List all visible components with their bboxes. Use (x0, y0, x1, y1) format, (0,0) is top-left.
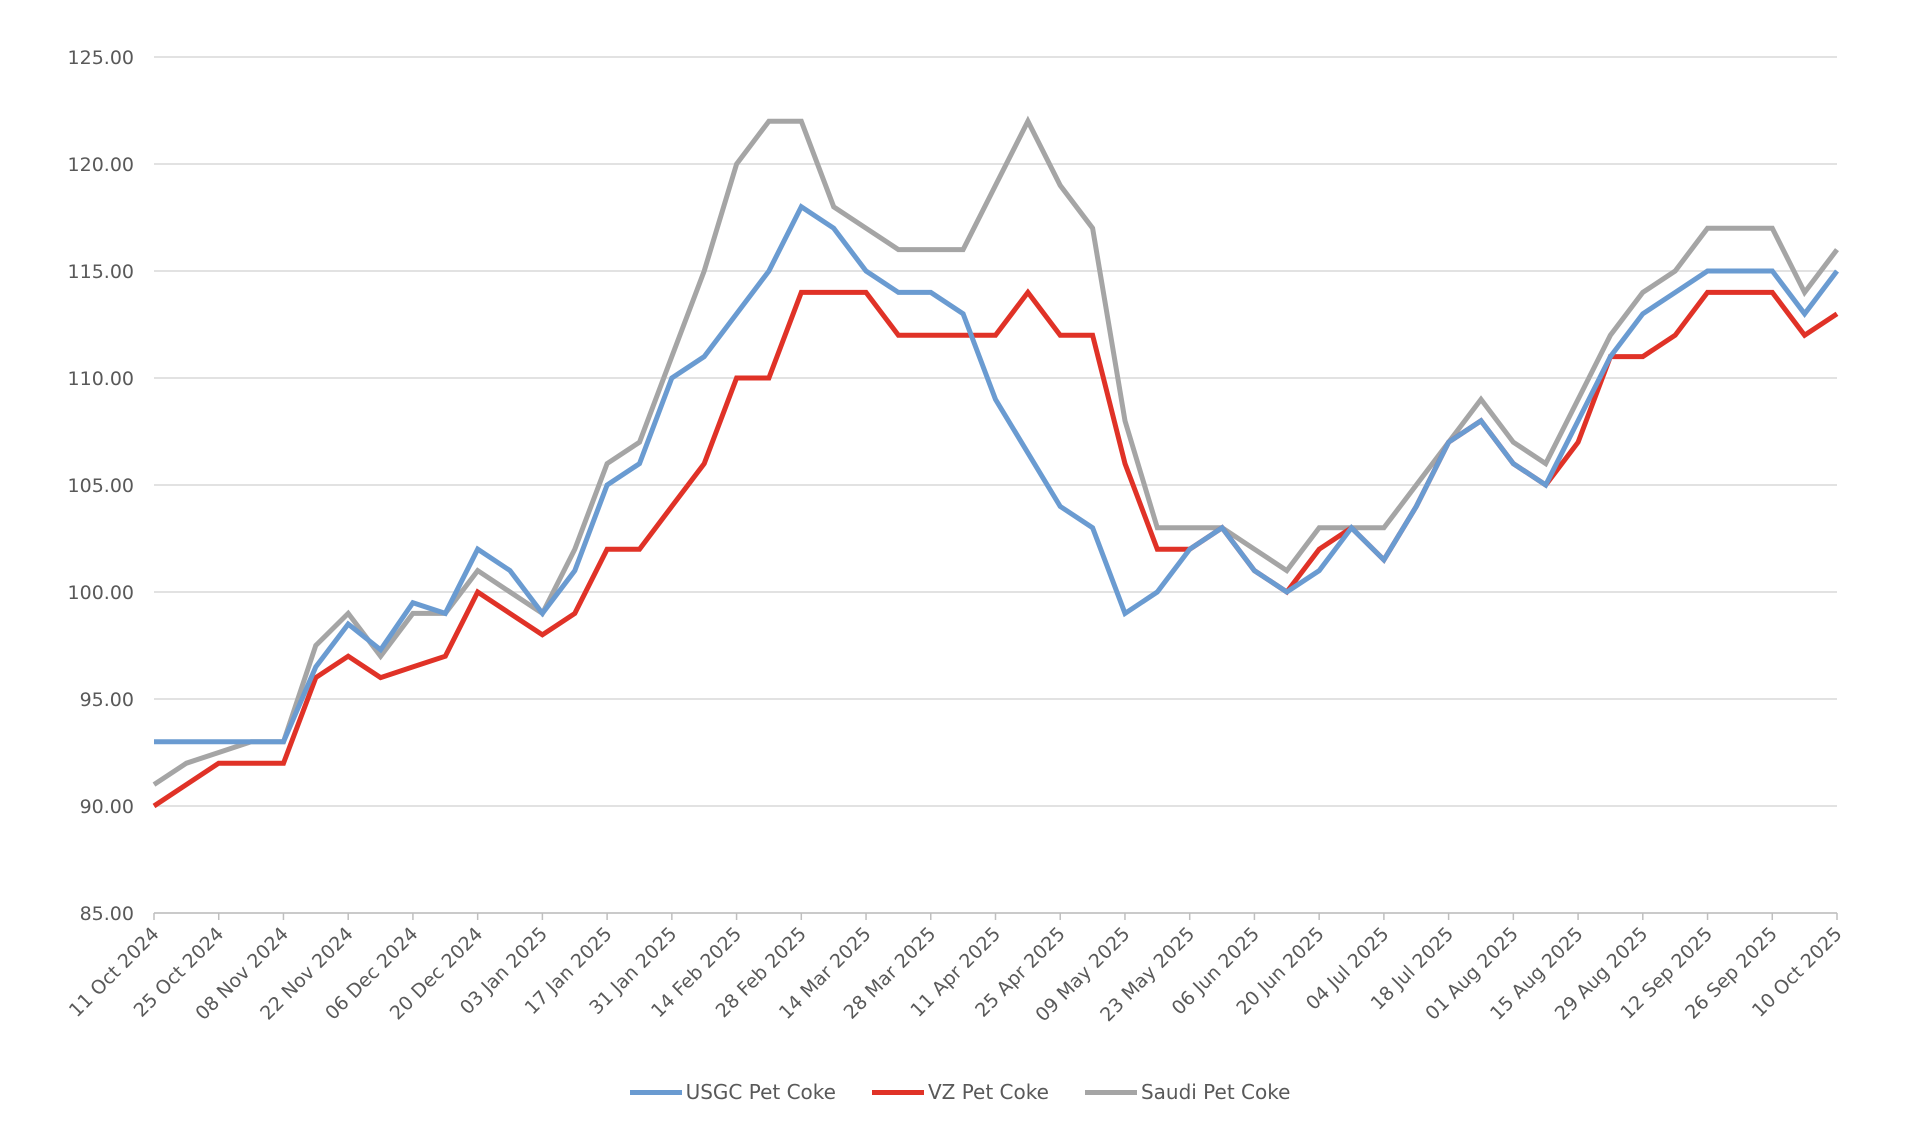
series-line-vz-pet-coke (152, 288, 1839, 809)
series-line-saudi-pet-coke (152, 115, 1839, 787)
series-lines (152, 115, 1839, 809)
y-tick-label: 120.00 (68, 154, 134, 176)
legend-swatch (871, 1089, 924, 1095)
legend-label: USGC Pet Coke (685, 1080, 836, 1104)
y-tick-label: 105.00 (68, 475, 134, 497)
y-tick-label: 95.00 (80, 689, 134, 711)
y-tick-label: 125.00 (68, 47, 134, 69)
y-tick-label: 115.00 (68, 261, 134, 283)
y-axis: 85.00 90.00 95.00 100.00 105.00 110.00 115.00 1… (68, 47, 134, 925)
legend-label: VZ Pet Coke (927, 1080, 1049, 1104)
legend-item-saudi: Saudi Pet Coke (1084, 1080, 1291, 1104)
legend-item-usgc: USGC Pet Coke (629, 1080, 836, 1104)
legend-swatch (1084, 1089, 1137, 1095)
y-tick-label: 100.00 (68, 582, 134, 604)
legend-item-vz: VZ Pet Coke (871, 1080, 1049, 1104)
y-tick-label: 85.00 (80, 903, 134, 925)
legend: USGC Pet Coke VZ Pet Coke Saudi Pet Coke (0, 1080, 1920, 1104)
legend-label: Saudi Pet Coke (1140, 1080, 1291, 1104)
y-tick-label: 90.00 (80, 796, 134, 818)
y-tick-label: 110.00 (68, 368, 134, 390)
series-line-usgc-pet-coke (154, 203, 1839, 745)
gridlines (154, 56, 1837, 914)
legend-swatch (629, 1089, 682, 1095)
